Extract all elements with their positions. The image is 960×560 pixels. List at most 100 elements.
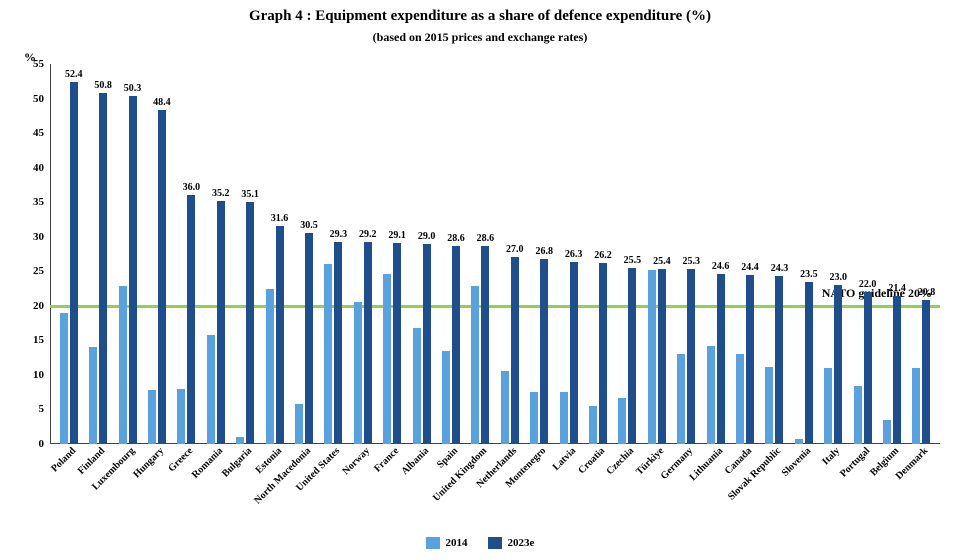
bar-v2023 [628, 268, 636, 444]
bar-v2023 [305, 233, 313, 444]
bar-group: 28.6Spain [436, 246, 465, 444]
bar-v2014 [795, 439, 803, 444]
bar-v2014 [295, 404, 303, 444]
legend: 2014 2023e [0, 536, 960, 554]
y-tick: 45 [16, 127, 50, 139]
legend-item: 2023e [488, 537, 535, 549]
bar-v2023 [540, 259, 548, 444]
bar-group: 26.2Croatia [583, 263, 612, 444]
y-tick: 35 [16, 196, 50, 208]
bar-v2014 [765, 367, 773, 444]
bar-value-label: 23.0 [830, 272, 848, 283]
x-category-label: Norway [340, 445, 372, 477]
bar-group: 29.0Albania [407, 244, 436, 444]
chart-title: Graph 4 : Equipment expenditure as a sha… [0, 8, 960, 25]
y-tick: 55 [16, 58, 50, 70]
bar-v2023 [658, 269, 666, 444]
bar-group: 21.4Belgium [877, 296, 906, 444]
bar-v2014 [89, 347, 97, 444]
bar-v2023 [805, 282, 813, 444]
bar-group: 25.5Czechia [613, 268, 642, 444]
bar-v2014 [119, 286, 127, 444]
y-tick: 20 [16, 300, 50, 312]
bar-v2014 [501, 371, 509, 444]
bar-value-label: 21.4 [888, 283, 906, 294]
bar-group: 48.4Hungary [142, 110, 171, 444]
bar-v2014 [471, 286, 479, 444]
bar-v2023 [687, 269, 695, 444]
bar-v2014 [530, 392, 538, 444]
bar-value-label: 22.0 [859, 279, 877, 290]
bar-group: 35.1Bulgaria [230, 202, 259, 445]
bar-group: 50.3Luxembourg [113, 96, 142, 444]
bar-v2023 [217, 201, 225, 444]
bar-group: 25.4Türkiye [642, 269, 671, 444]
bar-v2023 [922, 300, 930, 444]
bar-v2014 [589, 406, 597, 444]
bar-group: 24.6Lithuania [701, 274, 730, 444]
bar-v2014 [236, 437, 244, 444]
bar-v2023 [70, 82, 78, 444]
bar-value-label: 29.1 [388, 230, 406, 241]
y-tick: 40 [16, 162, 50, 174]
x-category-label: Portugal [838, 445, 872, 479]
bar-group: 24.3Slovak Republic [760, 276, 789, 444]
bar-group: 30.5North Macedonia [289, 233, 318, 444]
bar-value-label: 48.4 [153, 97, 171, 108]
x-category-label: Albania [399, 445, 431, 477]
bar-v2023 [334, 242, 342, 444]
bar-v2023 [834, 285, 842, 444]
bar-value-label: 27.0 [506, 244, 524, 255]
bar-v2023 [129, 96, 137, 444]
bar-v2014 [324, 264, 332, 444]
bar-group: 31.6Estonia [260, 226, 289, 444]
bar-value-label: 28.6 [477, 233, 495, 244]
bar-v2023 [99, 93, 107, 444]
bar-value-label: 24.3 [771, 263, 789, 274]
bar-v2014 [883, 420, 891, 444]
x-category-label: Bulgaria [220, 445, 254, 479]
y-tick: 30 [16, 231, 50, 243]
bar-group: 36.0Greece [172, 195, 201, 444]
bar-v2014 [854, 386, 862, 444]
bar-group: 20.8Denmark [907, 300, 936, 444]
bar-group: 35.2Romania [201, 201, 230, 444]
bar-group: 28.6United Kingdom [466, 246, 495, 444]
bar-value-label: 29.3 [330, 229, 348, 240]
bar-v2023 [775, 276, 783, 444]
bar-value-label: 28.6 [447, 233, 465, 244]
y-tick: 25 [16, 265, 50, 277]
x-category-label: Latvia [550, 445, 577, 472]
legend-label: 2014 [446, 537, 468, 549]
bar-v2023 [717, 274, 725, 444]
bar-value-label: 23.5 [800, 269, 818, 280]
bar-value-label: 50.8 [94, 80, 112, 91]
bar-group: 50.8Finland [83, 93, 112, 444]
legend-label: 2023e [508, 537, 535, 549]
chart-container: Graph 4 : Equipment expenditure as a sha… [0, 0, 960, 560]
bar-v2023 [423, 244, 431, 444]
bar-value-label: 25.4 [653, 256, 671, 267]
y-tick: 0 [16, 438, 50, 450]
bar-value-label: 25.3 [682, 256, 700, 267]
bar-v2014 [442, 351, 450, 444]
bar-v2014 [736, 354, 744, 444]
bar-group: 24.4Canada [730, 275, 759, 444]
bar-v2014 [707, 346, 715, 444]
bar-value-label: 26.8 [535, 246, 553, 257]
bar-value-label: 24.4 [741, 262, 759, 273]
bar-group: 29.1France [377, 243, 406, 444]
bar-value-label: 30.5 [300, 220, 318, 231]
bar-v2014 [648, 270, 656, 444]
bar-value-label: 29.0 [418, 231, 436, 242]
bar-v2023 [746, 275, 754, 444]
x-category-label: Slovenia [780, 445, 813, 478]
bar-v2014 [354, 302, 362, 444]
bar-v2014 [618, 398, 626, 444]
x-category-label: Romania [190, 445, 225, 480]
bar-v2023 [481, 246, 489, 444]
bar-group: 26.8Montenegro [525, 259, 554, 444]
bar-group: 23.0Italy [819, 285, 848, 444]
legend-swatch [426, 537, 440, 549]
bar-v2023 [393, 243, 401, 444]
